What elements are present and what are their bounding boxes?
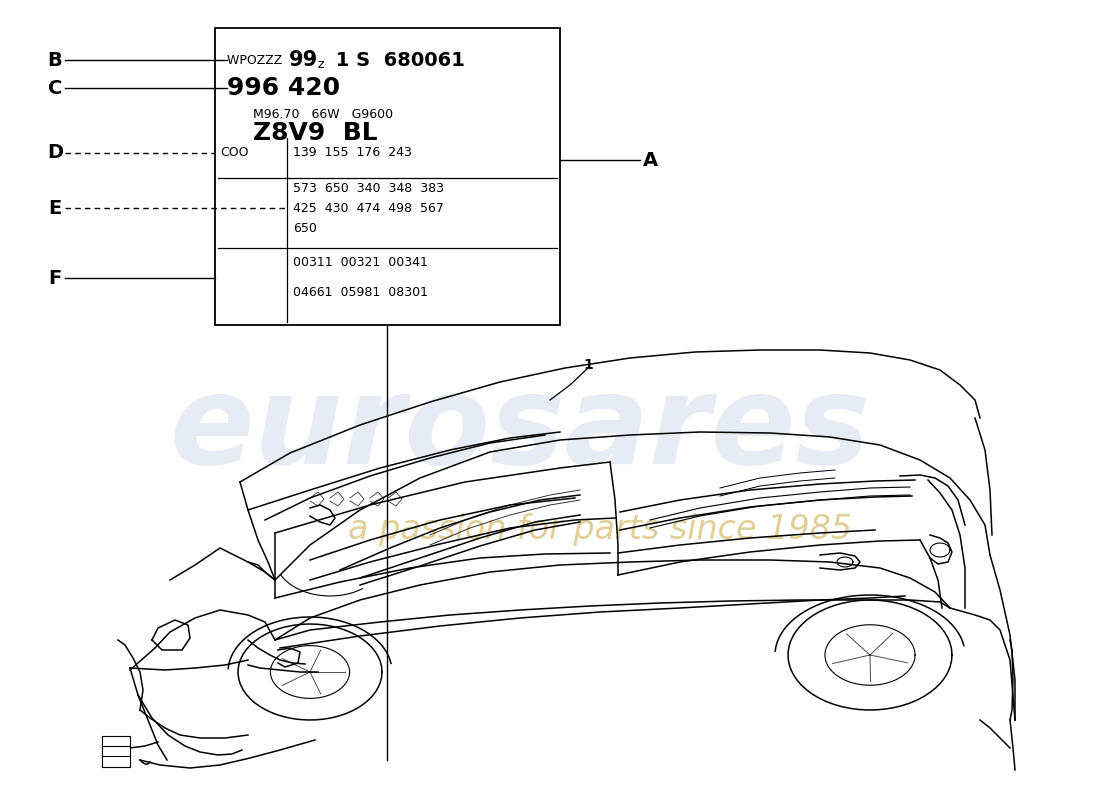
Bar	[102, 736, 130, 747]
Text: C: C	[47, 78, 63, 98]
Text: D: D	[47, 143, 63, 162]
Text: 99: 99	[289, 50, 318, 70]
Text: COO: COO	[220, 146, 249, 159]
Text: E: E	[48, 198, 62, 218]
Text: eurosares: eurosares	[169, 370, 870, 490]
Bar	[102, 756, 130, 767]
Text: 00311  00321  00341: 00311 00321 00341	[293, 257, 428, 270]
Text: 650: 650	[293, 222, 317, 234]
Text: 573  650  340  348  383: 573 650 340 348 383	[293, 182, 444, 194]
Text: A: A	[644, 150, 658, 170]
Bar	[214, 28, 560, 325]
Text: 1 S  680061: 1 S 680061	[329, 50, 465, 70]
Bar	[102, 746, 130, 757]
Text: 425  430  474  498  567: 425 430 474 498 567	[293, 202, 444, 214]
Text: B: B	[47, 50, 63, 70]
Text: a passion for parts since 1985: a passion for parts since 1985	[348, 514, 852, 546]
Text: 04661  05981  08301: 04661 05981 08301	[293, 286, 428, 299]
Text: WPOZZZ: WPOZZZ	[227, 54, 286, 66]
Text: M96.70   66W   G9600: M96.70 66W G9600	[253, 107, 393, 121]
Text: 1: 1	[583, 358, 593, 372]
Text: Z8V9  BL: Z8V9 BL	[253, 121, 377, 145]
Text: z: z	[318, 58, 324, 71]
Text: F: F	[48, 269, 62, 287]
Text: 996 420: 996 420	[227, 76, 340, 100]
Text: 139  155  176  243: 139 155 176 243	[293, 146, 411, 159]
